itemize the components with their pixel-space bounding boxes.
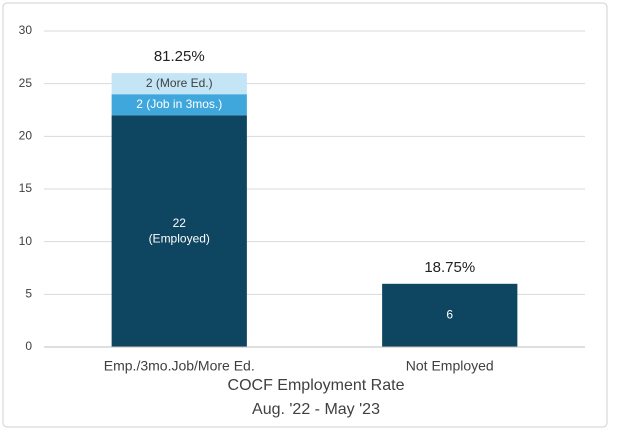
y-tick-label: 0 — [25, 339, 32, 353]
chart-frame — [2, 2, 608, 428]
total-label: 18.75% — [424, 259, 475, 276]
x-tick-label: Emp./3mo.Job/More Ed. — [104, 358, 255, 374]
y-tick-label: 30 — [19, 23, 33, 37]
data-label: 2 (More Ed.) — [146, 76, 213, 90]
total-label: 81.25% — [154, 48, 205, 65]
x-tick-label: Not Employed — [406, 358, 494, 374]
y-tick-label: 10 — [19, 234, 33, 248]
data-label: 2 (Job in 3mos.) — [136, 97, 222, 111]
data-label: 22 (Employed) — [149, 216, 210, 246]
y-tick-label: 20 — [19, 129, 33, 143]
chart-subtitle: Aug. '22 - May '23 — [252, 401, 380, 418]
bar-segment — [382, 283, 518, 347]
data-label: 6 — [446, 308, 453, 322]
bar-segment — [111, 73, 247, 95]
chart-title: COCF Employment Rate — [228, 377, 405, 394]
y-tick-label: 15 — [19, 181, 33, 195]
bar-segment — [111, 115, 247, 348]
bar-segment — [111, 94, 247, 116]
y-tick-label: 25 — [19, 76, 33, 90]
y-tick-label: 5 — [25, 287, 32, 301]
